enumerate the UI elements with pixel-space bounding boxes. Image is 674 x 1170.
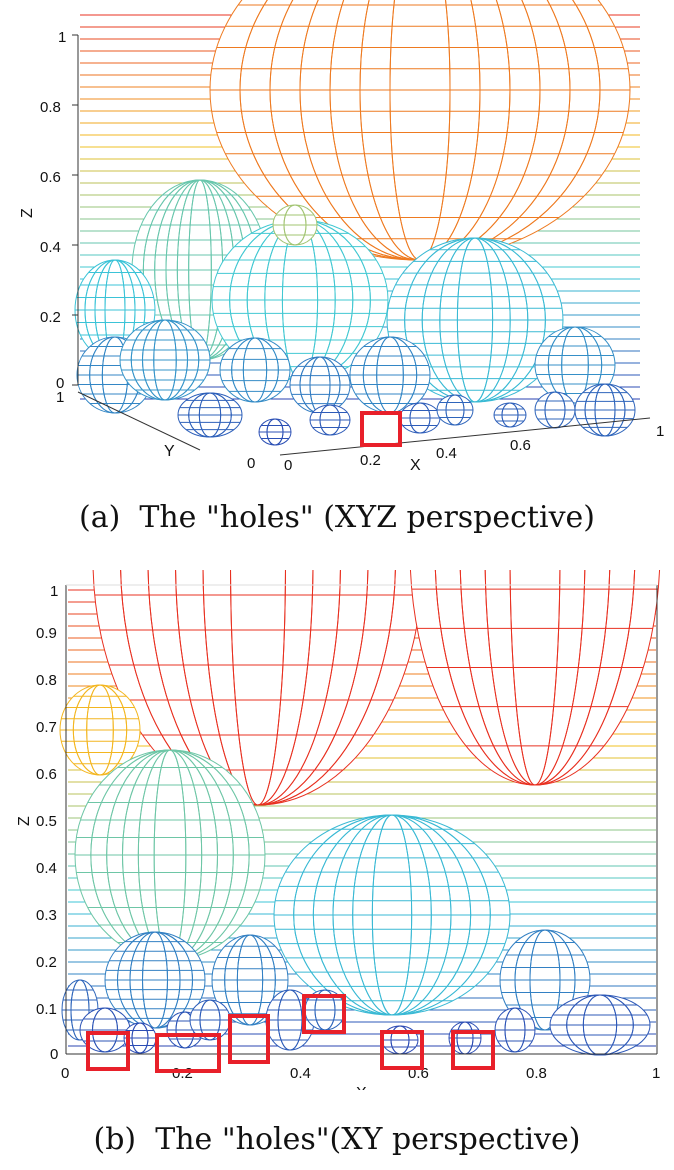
- sphere-meshes: [74, 0, 640, 446]
- axes: 1 0.9 0.8 0.7 0.6 0.5 0.4 0.3 0.2 0.1 0 …: [16, 583, 660, 1090]
- z-tick-0.4: 0.4: [40, 239, 61, 256]
- z-tick-0.2: 0.2: [36, 954, 57, 971]
- z-tick-0.3: 0.3: [36, 907, 57, 924]
- x-tick-0.2: 0.2: [172, 1065, 193, 1082]
- sphere-mesh: [74, 749, 266, 961]
- hole-highlights: [360, 411, 402, 447]
- z-axis-label: Z: [19, 208, 36, 218]
- z-tick-1: 1: [58, 29, 66, 46]
- z-tick-0.6: 0.6: [40, 169, 61, 186]
- z-tick-0.4: 0.4: [36, 860, 57, 877]
- z-tick-0.2: 0.2: [40, 309, 61, 326]
- y-axis-label: Y: [164, 443, 175, 460]
- sphere-mesh: [409, 570, 661, 786]
- sphere-mesh: [534, 326, 616, 404]
- x-tick-1: 1: [656, 423, 664, 440]
- sphere-mesh: [59, 684, 141, 776]
- sphere-mesh: [92, 570, 424, 806]
- sphere-mesh: [436, 394, 474, 426]
- sphere-mesh: [211, 934, 289, 1026]
- sphere-packing-plot-xy: 1 0.9 0.8 0.7 0.6 0.5 0.4 0.3 0.2 0.1 0 …: [16, 570, 661, 1090]
- sphere-mesh: [258, 418, 292, 446]
- hole-highlight-box: [380, 1030, 424, 1070]
- z-tick-0.8: 0.8: [40, 99, 61, 116]
- x-tick-0.8: 0.8: [526, 1065, 547, 1082]
- sphere-mesh: [549, 994, 651, 1056]
- sphere-mesh: [309, 404, 351, 436]
- sphere-packing-plot-xyz: 1 0.8 0.6 0.4 0.2 0 Z 1 0 Y 0 0.2 0.4 0.…: [19, 0, 664, 470]
- sphere-meshes: [59, 570, 661, 1056]
- z-axis-label: Z: [16, 816, 33, 826]
- hole-highlights: [86, 994, 495, 1073]
- caption-b: (b) The "holes"(XY perspective): [93, 1122, 581, 1157]
- hole-highlight-box: [451, 1030, 495, 1070]
- z-tick-0: 0: [50, 1046, 58, 1063]
- x-axis-label: X: [410, 457, 421, 470]
- sphere-mesh: [386, 237, 564, 403]
- sphere-mesh: [493, 402, 527, 428]
- x-tick-0: 0: [284, 457, 292, 470]
- sphere-mesh: [494, 1007, 536, 1053]
- sphere-mesh: [119, 319, 211, 401]
- z-tick-0.9: 0.9: [36, 625, 57, 642]
- z-tick-0.1: 0.1: [36, 1001, 57, 1018]
- y-tick-0: 0: [247, 455, 255, 470]
- x-tick-0.4: 0.4: [436, 445, 457, 462]
- z-tick-1: 1: [50, 583, 58, 600]
- sphere-mesh: [265, 989, 315, 1051]
- sphere-mesh: [574, 383, 636, 437]
- panel-a-xyz-perspective: 1 0.8 0.6 0.4 0.2 0 Z 1 0 Y 0 0.2 0.4 0.…: [0, 0, 674, 535]
- x-tick-0: 0: [61, 1065, 69, 1082]
- sphere-mesh: [177, 392, 243, 438]
- sphere-mesh: [189, 999, 231, 1041]
- sphere-mesh: [534, 391, 576, 429]
- sphere-mesh: [399, 402, 441, 434]
- y-tick-1: 1: [56, 389, 64, 406]
- z-tick-0.6: 0.6: [36, 766, 57, 783]
- x-tick-0.6: 0.6: [510, 437, 531, 454]
- sphere-mesh: [104, 931, 206, 1029]
- sphere-mesh: [304, 989, 346, 1031]
- z-tick-0.7: 0.7: [36, 719, 57, 736]
- x-tick-1: 1: [652, 1065, 660, 1082]
- x-tick-0.4: 0.4: [290, 1065, 311, 1082]
- hole-highlight-box: [360, 411, 402, 447]
- sphere-mesh: [79, 1007, 131, 1053]
- panel-b-xy-perspective: 1 0.9 0.8 0.7 0.6 0.5 0.4 0.3 0.2 0.1 0 …: [0, 570, 674, 1157]
- sphere-mesh: [289, 356, 351, 414]
- caption-a: (a) The "holes" (XYZ perspective): [78, 500, 595, 535]
- x-tick-0.2: 0.2: [360, 452, 381, 469]
- sphere-mesh: [273, 814, 511, 1016]
- hole-highlight-box: [302, 994, 346, 1034]
- z-tick-0.5: 0.5: [36, 813, 57, 830]
- axes: 1 0.8 0.6 0.4 0.2 0 Z 1 0 Y 0 0.2 0.4 0.…: [19, 29, 664, 470]
- sphere-mesh: [219, 337, 291, 403]
- z-tick-0: 0: [56, 375, 64, 392]
- sphere-mesh: [349, 336, 431, 414]
- x-axis-label: X: [356, 1085, 367, 1090]
- hole-highlight-box: [86, 1031, 130, 1071]
- hole-highlight-box: [228, 1014, 270, 1064]
- hole-highlight-box: [155, 1033, 221, 1073]
- z-tick-0.8: 0.8: [36, 672, 57, 689]
- sphere-mesh: [272, 204, 318, 246]
